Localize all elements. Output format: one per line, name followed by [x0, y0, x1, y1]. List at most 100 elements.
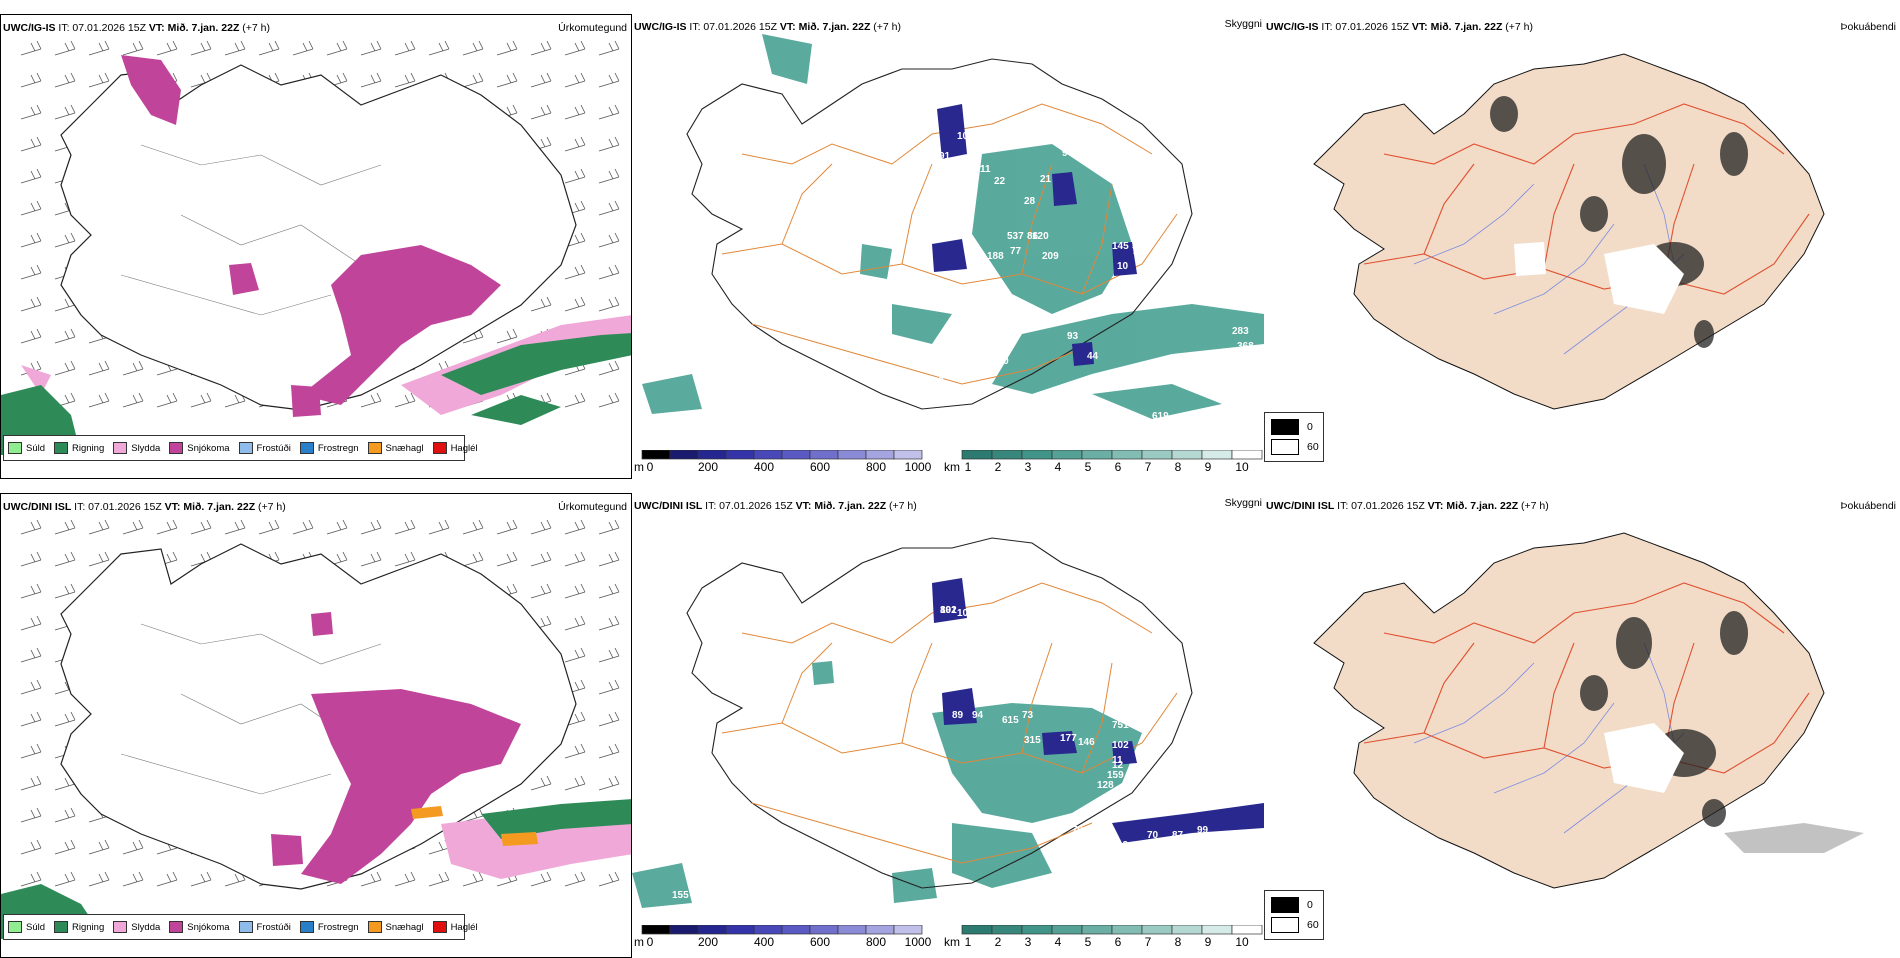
wind-barb	[598, 264, 620, 280]
wind-barb	[54, 360, 76, 376]
visibility-panel-top: 690 91 10 163 11 22 28 94 86 77 537 120 188 209 145 10 7…	[632, 14, 1264, 479]
legend-item: Snæhagl	[367, 442, 424, 454]
wind-barb	[564, 264, 586, 280]
visibility-unit: km	[944, 935, 960, 949]
legend-swatch	[299, 442, 314, 454]
wind-barb	[428, 871, 450, 887]
visibility-label: 87	[1172, 830, 1184, 841]
visibility-label: 11	[980, 164, 991, 175]
visibility-label: 77	[1010, 246, 1022, 257]
visibility-label: 15	[1040, 675, 1052, 686]
wind-barb	[598, 72, 620, 88]
legend-item: Frostregn	[299, 921, 359, 933]
legend-item: Frostregn	[299, 442, 359, 454]
wind-barb	[564, 40, 586, 56]
ceiling-tick: 200	[697, 460, 719, 474]
wind-barb	[122, 40, 144, 56]
legend-swatch	[1271, 917, 1299, 933]
legend-swatch	[238, 921, 253, 933]
visibility-label: 28	[1024, 196, 1036, 207]
wind-barb	[598, 519, 620, 535]
wind-barb	[20, 711, 42, 727]
legend-item: Súld	[8, 921, 45, 933]
wind-barb	[394, 72, 416, 88]
legend-swatch	[169, 442, 184, 454]
panel-title: UWC/IG-IS IT: 07.01.2026 15Z VT: Mið. 7.…	[1266, 21, 1534, 33]
wind-barb	[496, 72, 518, 88]
iceland-outline	[60, 64, 577, 411]
visibility-label: 72	[1132, 246, 1144, 257]
visibility-teal-area	[642, 34, 1264, 419]
visibility-tick: 10	[1235, 460, 1249, 474]
wind-barb	[598, 360, 620, 376]
visibility-label: 552	[1117, 301, 1134, 312]
fog-index-white	[1604, 723, 1684, 793]
colorbar-graphic	[641, 450, 1263, 460]
visibility-unit: km	[944, 460, 960, 474]
legend-swatch	[113, 921, 128, 933]
fog-map-top	[1313, 53, 1825, 410]
visibility-label: 892	[940, 605, 957, 616]
wind-barb	[20, 328, 42, 344]
visibility-label: 10	[1117, 261, 1129, 272]
visibility-label: 143	[974, 645, 991, 656]
visibility-label: 537	[1007, 231, 1024, 242]
ceiling-tick: 800	[865, 935, 887, 949]
wind-barb	[564, 551, 586, 567]
visibility-label: 619	[1152, 411, 1169, 422]
wind-barb	[54, 711, 76, 727]
visibility-label: 10	[957, 131, 969, 142]
visibility-tick: 1	[964, 935, 972, 949]
legend-swatch	[54, 921, 69, 933]
legend-item: 0	[1271, 419, 1313, 435]
wind-barb	[530, 551, 552, 567]
wind-barb	[54, 328, 76, 344]
wind-barb	[54, 104, 76, 120]
visibility-label: 128	[1097, 780, 1114, 791]
legend-item: Snæhagl	[367, 921, 424, 933]
wind-barb	[598, 583, 620, 599]
visibility-tick: 6	[1114, 460, 1122, 474]
legend-swatch	[8, 921, 22, 933]
wind-barb	[326, 40, 348, 56]
wind-barb	[20, 615, 42, 631]
wind-barb	[258, 40, 280, 56]
wind-barb	[20, 296, 42, 312]
precip-type-legend: Súld Rigning Slydda Snjókoma Frostúði Fr…	[3, 914, 478, 940]
wind-barb	[564, 871, 586, 887]
visibility-colorbar	[961, 450, 1263, 460]
legend-item: Haglél	[432, 442, 478, 454]
legend-swatch	[367, 442, 382, 454]
legend-item: Frostúði	[238, 921, 291, 933]
visibility-label: 103	[982, 615, 999, 626]
wind-barb	[88, 392, 110, 408]
panel-title: UWC/IG-IS IT: 07.01.2026 15Z VT: Mið. 7.…	[3, 22, 271, 34]
visibility-label: 615	[1002, 715, 1019, 726]
precip-type-map-bottom	[1, 519, 631, 939]
legend-item: Slydda	[113, 442, 160, 454]
ceiling-tick: 1000	[904, 935, 932, 949]
visibility-label: 25	[992, 665, 1004, 676]
wind-barb	[88, 40, 110, 56]
visibility-panel-bottom: 101 10 103 143 25 15 89 94 615 73 315 177 146 751 102 1…	[632, 493, 1264, 958]
visibility-label: 55	[932, 384, 944, 395]
iceland-outline	[60, 543, 577, 890]
visibility-colorbar	[961, 925, 1263, 935]
wind-barb	[88, 551, 110, 567]
precip-type-panel-top: UWC/IG-IS IT: 07.01.2026 15Z VT: Mið. 7.…	[0, 14, 632, 479]
wind-barb	[190, 40, 212, 56]
wind-barb	[20, 807, 42, 823]
fog-panel-top: UWC/IG-IS IT: 07.01.2026 15Z VT: Mið. 7.…	[1264, 14, 1900, 479]
panel-title: UWC/IG-IS IT: 07.01.2026 15Z VT: Mið. 7.…	[634, 21, 902, 33]
wind-barb	[88, 360, 110, 376]
snow-pellets-area	[411, 806, 538, 846]
wind-barb	[20, 551, 42, 567]
wind-barb	[20, 104, 42, 120]
wind-barb	[122, 871, 144, 887]
visibility-label: 44	[1087, 351, 1099, 362]
visibility-tick: 3	[1024, 460, 1032, 474]
wind-barb	[88, 839, 110, 855]
ceiling-colorbar	[641, 450, 923, 460]
wind-barb	[598, 871, 620, 887]
